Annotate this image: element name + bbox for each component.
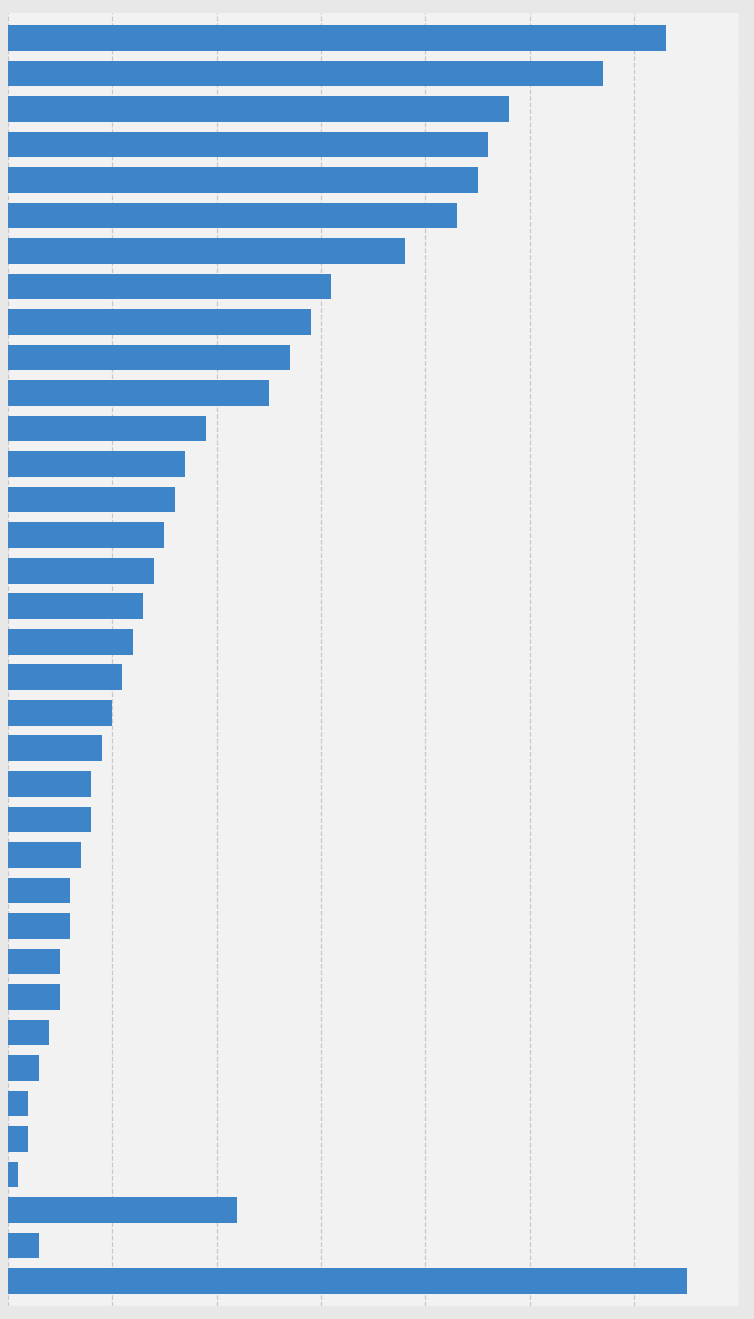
Bar	[8, 1268, 687, 1294]
Bar	[8, 1233, 39, 1258]
Bar	[8, 665, 122, 690]
Bar	[8, 25, 666, 51]
Bar	[8, 913, 70, 939]
Bar	[8, 948, 60, 975]
Bar	[8, 168, 478, 193]
Bar	[8, 132, 488, 157]
Bar	[8, 203, 457, 228]
Bar	[8, 96, 509, 121]
Bar	[8, 274, 332, 299]
Bar	[8, 415, 206, 442]
Bar	[8, 877, 70, 904]
Bar	[8, 806, 91, 832]
Bar	[8, 558, 154, 583]
Bar	[8, 61, 603, 86]
Bar	[8, 310, 311, 335]
Bar	[8, 700, 112, 725]
Bar	[8, 1020, 49, 1045]
Bar	[8, 772, 91, 797]
Bar	[8, 239, 405, 264]
Bar	[8, 1091, 29, 1116]
Bar	[8, 594, 143, 619]
Bar	[8, 451, 185, 477]
Bar	[8, 1198, 238, 1223]
Bar	[8, 1126, 29, 1151]
Bar	[8, 629, 133, 654]
Bar	[8, 1055, 39, 1080]
Bar	[8, 1162, 18, 1187]
Bar	[8, 984, 60, 1009]
Bar	[8, 736, 102, 761]
Bar	[8, 380, 268, 406]
Bar	[8, 344, 290, 371]
Bar	[8, 522, 164, 547]
Bar	[8, 487, 175, 513]
Bar	[8, 842, 81, 868]
